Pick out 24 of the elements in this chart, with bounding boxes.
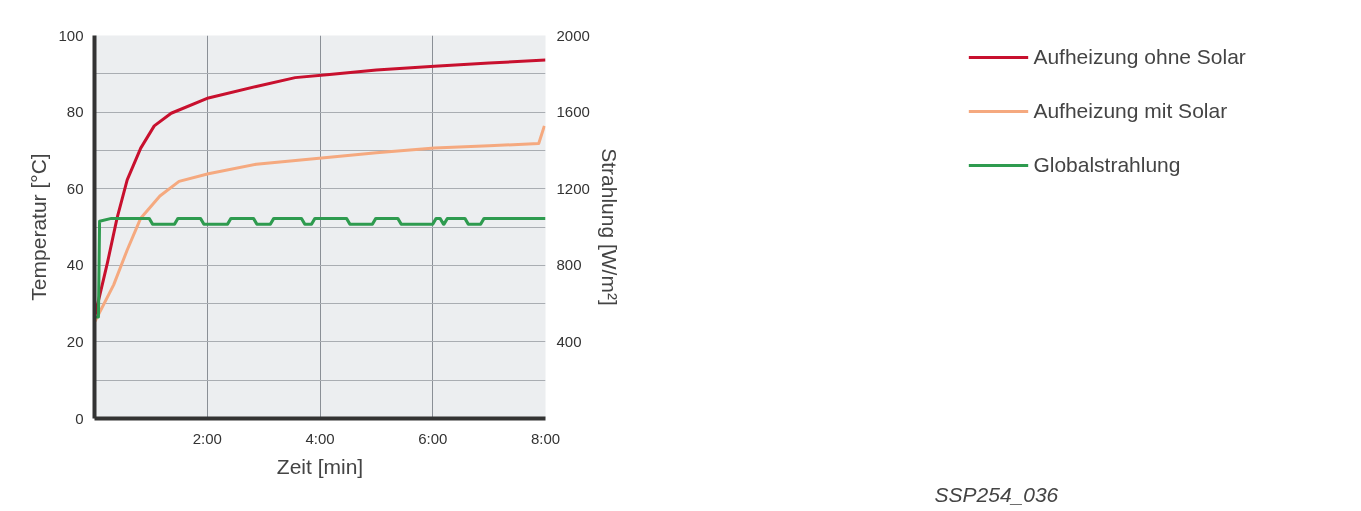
y-axis-title: Temperatur [°C] bbox=[27, 153, 51, 301]
y-tick-label: 80 bbox=[66, 103, 84, 121]
x-tick-label: 6:00 bbox=[418, 429, 448, 447]
legend-label: Globalstrahlung bbox=[1033, 153, 1181, 177]
text: SSP254_036 bbox=[934, 482, 1059, 506]
y2-tick-label: 2000 bbox=[556, 26, 590, 44]
y-tick-label: 60 bbox=[66, 179, 84, 197]
y-tick-label: 100 bbox=[58, 26, 84, 44]
y-tick-label: 40 bbox=[66, 256, 84, 274]
y2-tick-label: 1200 bbox=[556, 179, 590, 197]
line-series bbox=[94, 216, 546, 319]
x-tick-label: 8:00 bbox=[530, 429, 561, 447]
line-series bbox=[94, 124, 546, 323]
y2-tick-label: 1600 bbox=[556, 103, 590, 121]
y2-tick-label: 400 bbox=[556, 332, 582, 350]
x-tick-label: 4:00 bbox=[305, 429, 335, 447]
y-tick-label: 0 bbox=[75, 409, 84, 427]
y2-tick-label: 800 bbox=[556, 256, 582, 274]
x-axis-title: Zeit [min] bbox=[276, 454, 364, 478]
y2-axis-title: Strahlung [W/m²] bbox=[597, 148, 621, 306]
legend-label: Aufheizung ohne Solar bbox=[1033, 45, 1246, 69]
y-tick-label: 20 bbox=[66, 332, 84, 350]
legend-label: Aufheizung mit Solar bbox=[1033, 99, 1228, 123]
x-tick-label: 2:00 bbox=[192, 429, 222, 447]
